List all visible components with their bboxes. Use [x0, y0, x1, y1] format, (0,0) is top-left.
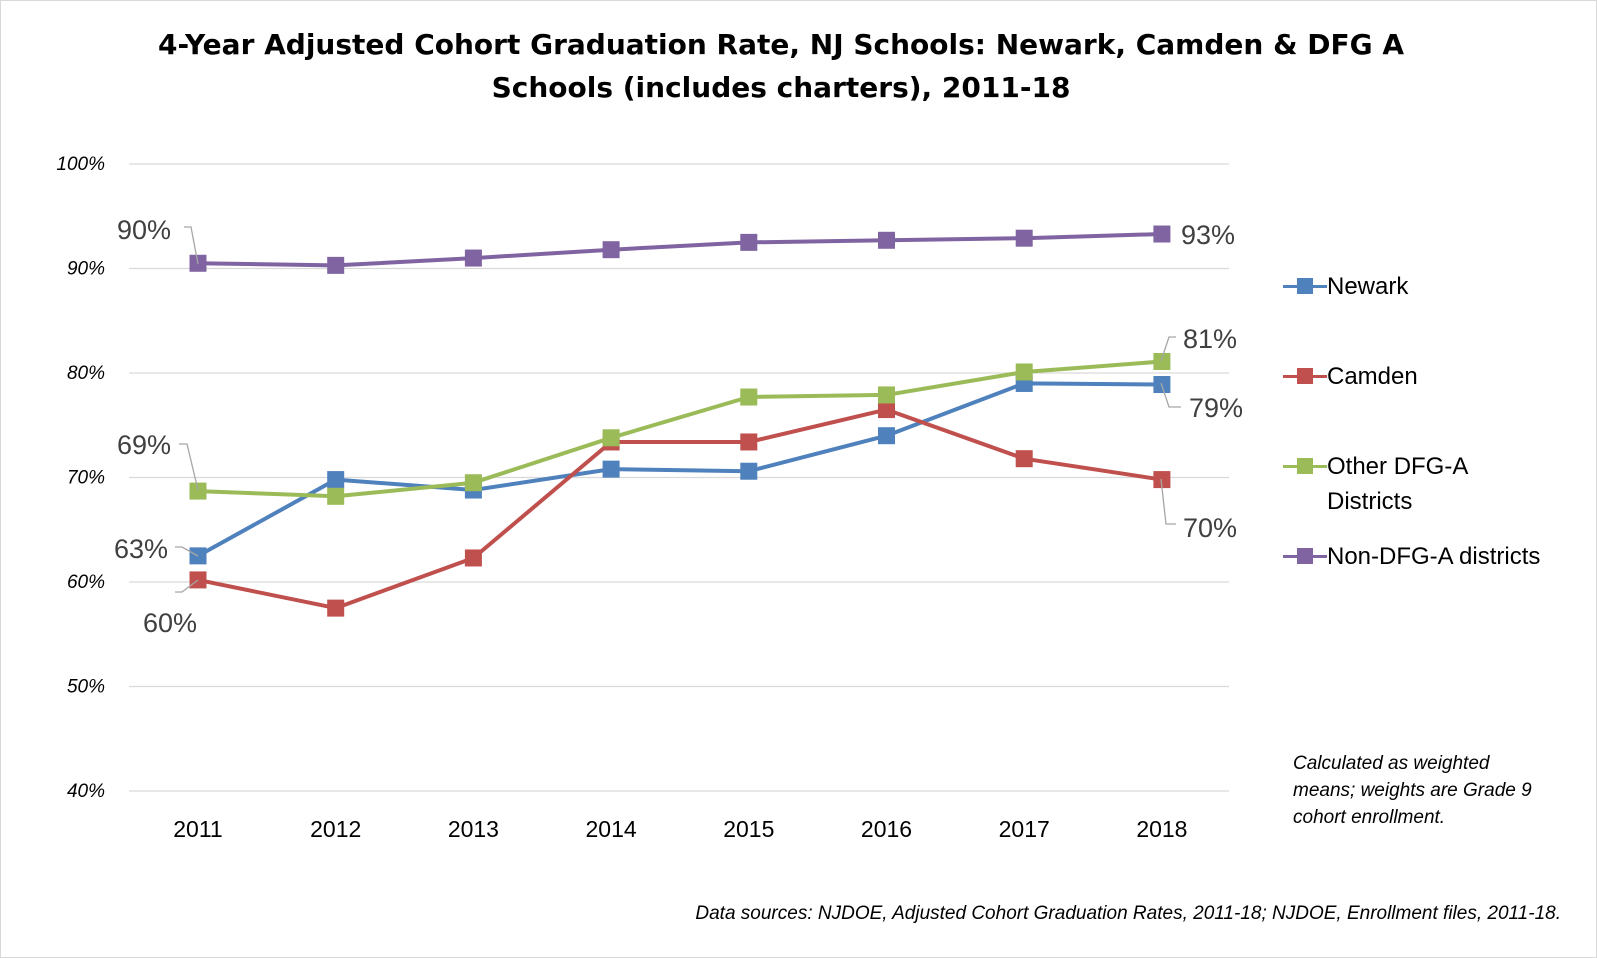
data-label-camden-2011: 60%	[143, 608, 197, 638]
legend-item-other-dfg-a: Other DFG-A Districts	[1283, 449, 1477, 519]
data-point-non-dfg-a-districts-2012	[327, 256, 345, 274]
data-point-camden-2011	[189, 571, 207, 589]
y-tick-label-80: 80%	[67, 363, 105, 384]
data-point-non-dfg-a-districts-2014	[602, 241, 620, 259]
series-line-camden	[197, 407, 1163, 611]
data-point-other-dfg-a-districts-2012	[327, 487, 345, 505]
legend-swatch-newark	[1283, 269, 1327, 299]
data-point-camden-2018	[1153, 471, 1171, 489]
leader-line-newark-2011	[175, 546, 199, 557]
legend-label-non-dfg-a: Non-DFG-A districts	[1327, 543, 1541, 570]
legend-item-newark: Newark	[1283, 269, 1567, 304]
chart-title: 4-Year Adjusted Cohort Graduation Rate, …	[157, 28, 1405, 104]
leader-line-newark-2018	[1160, 382, 1181, 408]
x-tick-label-2013: 2013	[448, 816, 499, 842]
series-line-newark	[197, 381, 1162, 558]
data-point-other-dfg-a-districts-2014	[602, 429, 620, 447]
series-camden	[189, 401, 1171, 617]
y-tick-label-40: 40%	[67, 781, 105, 802]
series-non-dfg-a-districts	[189, 225, 1171, 274]
data-point-newark-2014	[602, 460, 620, 478]
calculation-note: Calculated as weighted means; weights ar…	[1293, 753, 1532, 828]
x-tick-label-2012: 2012	[310, 816, 361, 842]
x-tick-label-2017: 2017	[999, 816, 1050, 842]
y-axis-ticks: 40% 50% 60% 70% 80% 90% 100%	[56, 154, 105, 802]
y-tick-label-50: 50%	[67, 677, 105, 698]
series-newark	[189, 374, 1171, 565]
series-line-other-dfg-a-districts	[197, 359, 1163, 499]
x-axis-ticks: 2011 2012 2013 2014 2015 2016 2017 2018	[173, 816, 1187, 842]
leader-line-camden-2018	[1160, 478, 1176, 525]
data-point-camden-2012	[327, 599, 345, 617]
data-label-newark-2018: 79%	[1189, 393, 1243, 423]
data-point-other-dfg-a-districts-2013	[464, 474, 482, 492]
y-tick-label-100: 100%	[56, 154, 105, 175]
data-point-other-dfg-a-districts-2017	[1015, 363, 1033, 381]
legend-item-non-dfg-a: Non-DFG-A districts	[1283, 539, 1567, 574]
y-tick-label-70: 70%	[67, 468, 105, 489]
leader-line-camden-2011	[175, 579, 199, 593]
legend-item-camden: Camden	[1283, 359, 1567, 394]
data-point-non-dfg-a-districts-2016	[878, 231, 895, 249]
data-label-leaders	[175, 226, 1181, 593]
x-tick-label-2015: 2015	[723, 816, 774, 842]
data-label-non-dfg-a-districts-2011: 90%	[117, 215, 171, 245]
leader-line-other-dfg-a-districts-2018	[1160, 336, 1176, 362]
series-other-dfg-a-districts	[189, 353, 1171, 505]
data-point-camden-2015	[740, 433, 758, 451]
series-line-non-dfg-a-districts	[197, 232, 1162, 268]
x-tick-label-2018: 2018	[1136, 816, 1187, 842]
data-point-non-dfg-a-districts-2015	[740, 233, 758, 251]
legend-swatch-camden	[1283, 359, 1327, 389]
legend-label-other-dfg-a: Other DFG-A Districts	[1327, 453, 1468, 515]
data-point-other-dfg-a-districts-2011	[189, 482, 207, 500]
data-point-other-dfg-a-districts-2015	[740, 388, 758, 406]
data-label-newark-2011: 63%	[114, 534, 168, 564]
leader-line-non-dfg-a-districts-2011	[184, 226, 199, 265]
data-point-other-dfg-a-districts-2016	[878, 386, 895, 404]
y-tick-label-90: 90%	[67, 259, 105, 280]
legend-label-camden: Camden	[1327, 363, 1418, 390]
data-point-other-dfg-a-districts-2018	[1153, 353, 1171, 371]
data-label-camden-2018: 70%	[1183, 513, 1237, 543]
y-tick-label-60: 60%	[67, 572, 105, 593]
data-sources: Data sources: NJDOE, Adjusted Cohort Gra…	[695, 903, 1561, 924]
data-point-newark-2016	[878, 427, 895, 445]
data-point-non-dfg-a-districts-2013	[464, 249, 482, 267]
legend-swatch-non-dfg-a	[1283, 539, 1327, 569]
data-point-camden-2017	[1015, 450, 1033, 468]
data-label-other-dfg-a-districts-2011: 69%	[117, 430, 171, 460]
data-point-non-dfg-a-districts-2018	[1153, 225, 1171, 243]
legend-label-newark: Newark	[1327, 273, 1409, 300]
data-label-other-dfg-a-districts-2018: 81%	[1183, 324, 1237, 354]
data-point-newark-2012	[327, 471, 345, 489]
data-point-newark-2015	[740, 462, 758, 480]
x-tick-label-2014: 2014	[586, 816, 637, 842]
data-label-non-dfg-a-districts-2018: 93%	[1181, 220, 1235, 250]
gridlines	[129, 163, 1229, 792]
data-labels: 90% 69% 63% 60% 93% 81% 79% 70%	[114, 215, 1243, 638]
leader-line-other-dfg-a-districts-2011	[179, 443, 199, 491]
data-point-camden-2013	[464, 549, 482, 567]
x-tick-label-2011: 2011	[173, 816, 222, 842]
legend-swatch-other-dfg-a	[1283, 449, 1327, 479]
series-lines	[189, 225, 1171, 617]
x-tick-label-2016: 2016	[861, 816, 912, 842]
data-point-non-dfg-a-districts-2017	[1015, 229, 1033, 247]
data-point-camden-2016	[878, 401, 895, 419]
